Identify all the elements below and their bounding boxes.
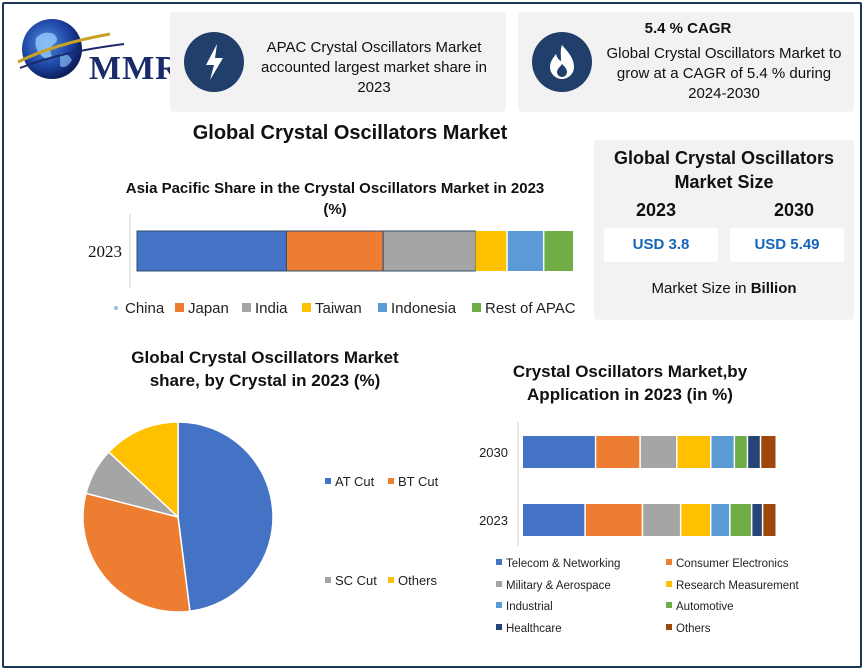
legend-swatch: [496, 624, 502, 630]
bar-segment-taiwan: [475, 231, 507, 271]
market-size-year-1: 2023: [636, 200, 677, 220]
legend-label: Japan: [188, 300, 229, 317]
pie-slice-at-cut: [177, 421, 274, 613]
bar-segment-research-measurement: [681, 504, 710, 536]
legend-label: Indonesia: [391, 300, 457, 317]
legend-label: BT Cut: [398, 474, 439, 489]
legend-label: Healthcare: [506, 623, 562, 635]
market-size-panel: Global Crystal Oscillators Market Size 2…: [594, 140, 854, 320]
legend-label: India: [255, 300, 288, 317]
legend-swatch: [242, 303, 251, 312]
pie-chart-title: Global Crystal Oscillators Market share,…: [131, 348, 399, 390]
legend-swatch: [325, 478, 331, 484]
pie-slice-bt-cut: [82, 492, 191, 613]
highlight-card-apac: APAC Crystal Oscillators Market accounte…: [170, 12, 506, 112]
market-size-value-2: USD 5.49: [730, 228, 844, 262]
legend-label: SC Cut: [335, 573, 377, 588]
unit-prefix: Market Size in: [651, 280, 751, 297]
bar-segment-telecom-networking: [523, 436, 595, 468]
legend-swatch: [666, 602, 672, 608]
pie-slice-others: [107, 421, 179, 519]
bar-segment-consumer-electronics: [585, 504, 642, 536]
bar-segment-indonesia: [507, 231, 543, 271]
legend-label: Automotive: [676, 601, 734, 613]
legend-label: Telecom & Networking: [506, 558, 620, 570]
bar-segment-consumer-electronics: [596, 436, 640, 468]
bar-segment-others: [761, 436, 776, 468]
legend-label: China: [125, 300, 165, 317]
legend-label: Rest of APAC: [485, 300, 576, 317]
logo-text: MMR: [89, 50, 181, 87]
bar-segment-healthcare: [752, 504, 762, 536]
bar-segment-military-aerospace: [640, 436, 676, 468]
bar-segment-india: [382, 230, 476, 272]
legend-swatch: [388, 478, 394, 484]
legend-label: Consumer Electronics: [676, 558, 789, 570]
legend-swatch: [666, 559, 672, 565]
legend-swatch: [325, 577, 331, 583]
bar-segment-healthcare: [748, 436, 760, 468]
market-size-value-1: USD 3.8: [604, 228, 718, 262]
bar-segment-research-measurement: [677, 436, 711, 468]
cagr-title: 5.4 % CAGR: [644, 20, 732, 37]
legend-swatch: [472, 303, 481, 312]
legend-label: Taiwan: [315, 300, 362, 317]
mmr-logo: MMR: [14, 14, 180, 87]
legend-swatch: [666, 581, 672, 587]
unit-bold: Billion: [750, 280, 797, 297]
highlight-text: Global Crystal Oscillators Market to gro…: [606, 45, 842, 102]
legend-swatch: [496, 559, 502, 565]
flame-icon: [532, 32, 592, 92]
legend-swatch: [378, 303, 387, 312]
bar-segment-military-aerospace: [643, 504, 680, 536]
globe-icon: [17, 19, 125, 79]
legend-label: Military & Aerospace: [506, 580, 611, 592]
market-size-unit: Market Size in Billion: [594, 280, 854, 297]
tick-label: 2023: [88, 242, 122, 261]
legend-swatch: [388, 577, 394, 583]
lightning-icon: [184, 32, 244, 92]
bar-segment-rest-of-apac: [544, 231, 573, 271]
asia-chart-title: Asia Pacific Share in the Crystal Oscill…: [125, 180, 545, 218]
legend-swatch: [114, 306, 118, 310]
legend-label: Others: [398, 573, 438, 588]
legend-label: Research Measurement: [676, 580, 800, 592]
tick-label: 2030: [479, 445, 508, 460]
market-size-year-2: 2030: [774, 200, 815, 220]
legend-swatch: [175, 303, 184, 312]
highlight-text: APAC Crystal Oscillators Market accounte…: [261, 39, 487, 96]
bar-segment-automotive: [735, 436, 747, 468]
legend-swatch: [496, 581, 502, 587]
application-chart-title: Crystal Oscillators Market,by Applicatio…: [512, 362, 748, 404]
bar-segment-japan: [285, 230, 384, 272]
legend-label: Industrial: [506, 601, 553, 613]
market-size-title: Global Crystal Oscillators Market Size: [613, 148, 835, 192]
bar-segment-industrial: [711, 436, 734, 468]
legend-label: AT Cut: [335, 474, 375, 489]
bar-segment-automotive: [730, 504, 751, 536]
bar-segment-others: [763, 504, 776, 536]
bar-segment-industrial: [711, 504, 730, 536]
bar-segment-china: [136, 230, 287, 272]
legend-swatch: [496, 602, 502, 608]
legend-swatch: [302, 303, 311, 312]
page-title: Global Crystal Oscillators Market: [192, 122, 508, 144]
legend-swatch: [666, 624, 672, 630]
bar-segment-telecom-networking: [523, 504, 585, 536]
tick-label: 2023: [479, 513, 508, 528]
highlight-card-cagr: 5.4 % CAGR Global Crystal Oscillators Ma…: [518, 12, 854, 112]
legend-label: Others: [676, 623, 711, 635]
